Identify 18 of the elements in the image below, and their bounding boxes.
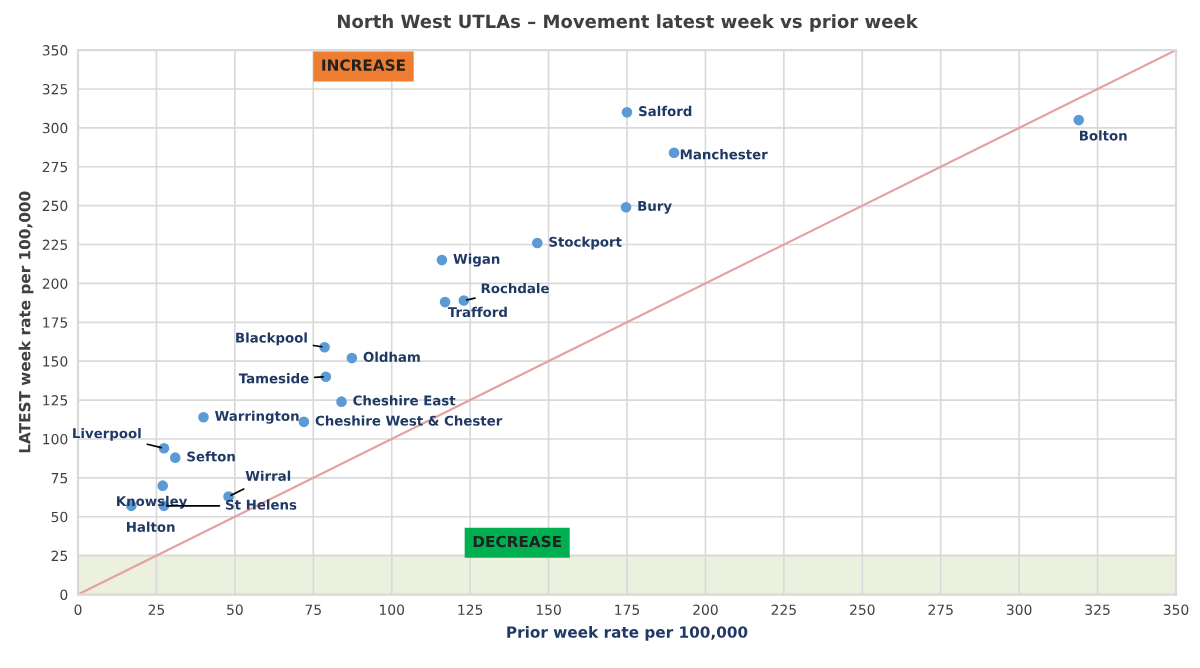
point [346, 352, 358, 364]
point [198, 411, 209, 423]
point [169, 452, 181, 463]
point [668, 147, 680, 159]
point [1073, 114, 1085, 126]
point [458, 295, 470, 306]
point [620, 201, 632, 213]
point [621, 107, 633, 118]
point [531, 237, 543, 249]
point [439, 296, 451, 308]
point [157, 480, 169, 491]
point [320, 371, 332, 383]
point [319, 341, 330, 353]
point [336, 396, 347, 407]
point [298, 416, 310, 428]
point [436, 254, 448, 266]
point [158, 442, 170, 454]
chart-title: North West UTLAs – Movement latest week vs prior week [337, 14, 919, 32]
